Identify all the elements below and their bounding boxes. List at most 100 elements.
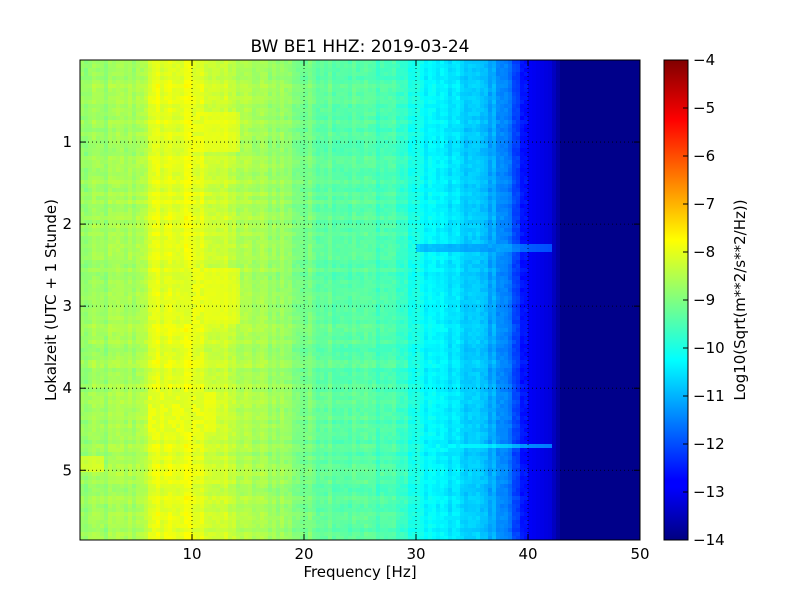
heatmap-cell [440, 68, 445, 73]
heatmap-cell [216, 112, 221, 117]
heatmap-cell [492, 80, 497, 85]
heatmap-cell [148, 176, 153, 181]
heatmap-cell [452, 104, 457, 109]
heatmap-cell [596, 144, 601, 149]
heatmap-cell [180, 72, 185, 77]
heatmap-cell [184, 128, 189, 133]
heatmap-cell [400, 112, 405, 117]
heatmap-cell [292, 164, 297, 169]
heatmap-cell [408, 72, 413, 77]
heatmap-cell [288, 184, 293, 189]
heatmap-cell [456, 84, 461, 89]
heatmap-cell [600, 116, 605, 121]
heatmap-cell [564, 60, 569, 65]
heatmap-cell [488, 176, 493, 181]
heatmap-cell [552, 176, 557, 181]
heatmap-cell [508, 192, 513, 197]
heatmap-cell [116, 140, 121, 145]
heatmap-cell [600, 164, 605, 169]
heatmap-cell [524, 156, 529, 161]
heatmap-cell [100, 64, 105, 69]
heatmap-cell [436, 96, 441, 101]
heatmap-cell [516, 132, 521, 137]
heatmap-cell [452, 152, 457, 157]
heatmap-cell [516, 120, 521, 125]
heatmap-cell [156, 92, 161, 97]
heatmap-cell [316, 144, 321, 149]
heatmap-cell [620, 152, 625, 157]
heatmap-cell [552, 192, 557, 197]
heatmap-cell [592, 104, 597, 109]
heatmap-cell [184, 112, 189, 117]
heatmap-cell [212, 112, 217, 117]
heatmap-cell [360, 144, 365, 149]
heatmap-cell [168, 176, 173, 181]
heatmap-cell [96, 92, 101, 97]
heatmap-cell [216, 72, 221, 77]
heatmap-cell [80, 60, 85, 65]
heatmap-cell [156, 80, 161, 85]
heatmap-cell [356, 120, 361, 125]
heatmap-cell [332, 160, 337, 165]
heatmap-cell [620, 156, 625, 161]
heatmap-cell [196, 160, 201, 165]
heatmap-cell [204, 88, 209, 93]
heatmap-cell [472, 92, 477, 97]
heatmap-cell [268, 156, 273, 161]
heatmap-cell [456, 80, 461, 85]
heatmap-cell [348, 104, 353, 109]
heatmap-cell [392, 100, 397, 105]
heatmap-cell [496, 156, 501, 161]
heatmap-cell [264, 148, 269, 153]
heatmap-cell [536, 64, 541, 69]
heatmap-cell [300, 120, 305, 125]
heatmap-cell [536, 164, 541, 169]
heatmap-cell [256, 172, 261, 177]
heatmap-cell [384, 96, 389, 101]
heatmap-cell [444, 196, 449, 201]
heatmap-cell [344, 152, 349, 157]
heatmap-cell [508, 128, 513, 133]
heatmap-cell [264, 60, 269, 65]
heatmap-cell [328, 160, 333, 165]
heatmap-cell [172, 140, 177, 145]
heatmap-cell [488, 188, 493, 193]
heatmap-cell [488, 192, 493, 197]
heatmap-cell [568, 76, 573, 81]
heatmap-cell [632, 72, 637, 77]
heatmap-cell [120, 160, 125, 165]
heatmap-cell [220, 88, 225, 93]
heatmap-cell [172, 108, 177, 113]
heatmap-cell [536, 96, 541, 101]
heatmap-cell [536, 188, 541, 193]
heatmap-cell [352, 144, 357, 149]
heatmap-cell [132, 92, 137, 97]
heatmap-cell [248, 156, 253, 161]
heatmap-cell [152, 168, 157, 173]
heatmap-cell [284, 192, 289, 197]
heatmap-cell [204, 196, 209, 201]
heatmap-cell [220, 156, 225, 161]
heatmap-cell [612, 140, 617, 145]
heatmap-cell [384, 136, 389, 141]
heatmap-cell [332, 168, 337, 173]
heatmap-cell [448, 184, 453, 189]
heatmap-cell [460, 80, 465, 85]
heatmap-cell [500, 116, 505, 121]
heatmap-cell [100, 184, 105, 189]
heatmap-cell [460, 116, 465, 121]
heatmap-cell [500, 60, 505, 65]
heatmap-cell [428, 92, 433, 97]
heatmap-cell [216, 192, 221, 197]
heatmap-cell [540, 84, 545, 89]
heatmap-cell [280, 148, 285, 153]
heatmap-cell [152, 64, 157, 69]
heatmap-cell [296, 108, 301, 113]
heatmap-cell [564, 144, 569, 149]
heatmap-cell [468, 96, 473, 101]
heatmap-cell [172, 160, 177, 165]
heatmap-cell [324, 80, 329, 85]
heatmap-cell [324, 168, 329, 173]
heatmap-cell [352, 164, 357, 169]
heatmap-cell [232, 64, 237, 69]
